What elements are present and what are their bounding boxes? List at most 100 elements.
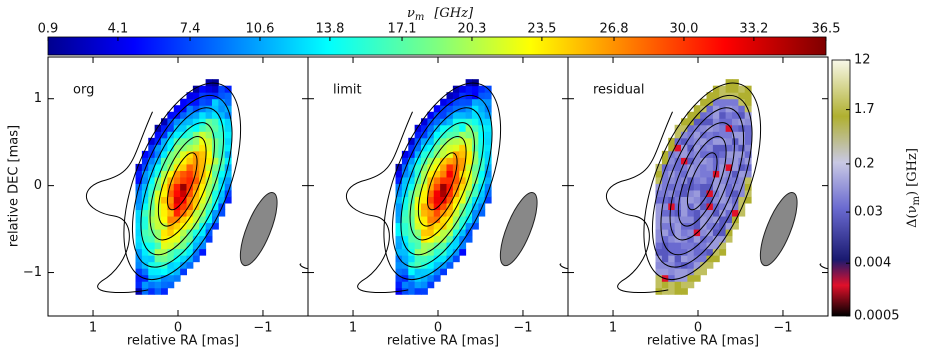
map-pixel — [661, 157, 669, 165]
map-pixel — [484, 183, 492, 191]
map-pixel — [452, 229, 460, 237]
map-pixel — [446, 222, 454, 230]
map-pixel — [719, 242, 727, 250]
map-pixel — [154, 163, 162, 171]
map-pixel — [161, 216, 168, 224]
map-pixel — [211, 111, 219, 119]
map-pixel — [440, 189, 447, 197]
map-pixel — [655, 235, 663, 243]
map-pixel — [433, 268, 441, 276]
map-pixel — [401, 209, 409, 217]
map-pixel — [452, 118, 460, 126]
map-pixel — [465, 124, 473, 132]
map-pixel — [693, 124, 701, 132]
map-pixel — [192, 242, 200, 250]
map-pixel — [173, 268, 181, 276]
map-pixel — [218, 105, 226, 113]
map-pixel — [668, 209, 676, 217]
map-pixel — [731, 92, 739, 100]
map-pixel — [180, 157, 187, 165]
map-pixel — [484, 196, 492, 204]
map-pixel — [199, 183, 207, 191]
map-pixel — [199, 85, 207, 93]
map-pixel — [135, 209, 143, 217]
map-pixel — [719, 157, 727, 165]
x-axis-label: relative RA [mas] — [387, 334, 499, 349]
colorbar-tick-label: 0.2 — [854, 156, 875, 171]
map-pixel — [484, 157, 492, 165]
map-pixel — [135, 196, 143, 204]
map-pixel — [712, 157, 720, 165]
map-pixel — [173, 183, 181, 191]
map-pixel — [167, 235, 175, 243]
map-pixel — [414, 229, 422, 237]
map-pixel — [446, 105, 454, 113]
map-pixel — [738, 157, 746, 165]
map-pixel — [433, 176, 441, 184]
map-pixel — [161, 287, 168, 295]
map-pixel — [186, 150, 194, 158]
map-pixel — [141, 170, 149, 178]
map-pixel — [674, 255, 682, 263]
map-pixel — [199, 124, 207, 132]
map-pixel — [731, 111, 739, 119]
map-pixel — [154, 255, 162, 263]
map-pixel — [478, 137, 486, 145]
map-pixel — [706, 242, 714, 250]
map-pixel — [668, 157, 676, 165]
map-pixel — [414, 274, 422, 282]
map-pixel — [408, 183, 416, 191]
map-pixel — [452, 248, 460, 256]
map-pixel — [141, 255, 149, 263]
map-pixel — [687, 274, 695, 282]
map-pixel — [668, 216, 676, 224]
map-pixel — [725, 157, 733, 165]
map-pixel — [661, 255, 669, 263]
map-pixel — [199, 150, 207, 158]
map-pixel — [446, 183, 454, 191]
map-pixel — [205, 150, 213, 158]
map-pixel — [731, 98, 739, 106]
map-pixel — [218, 85, 226, 93]
map-pixel — [199, 235, 207, 243]
map-pixel — [446, 118, 454, 126]
map-pixel — [471, 170, 479, 178]
label-sub: m — [415, 12, 424, 23]
map-pixel — [661, 268, 669, 276]
map-pixel — [738, 137, 746, 145]
map-pixel — [186, 189, 194, 197]
map-pixel — [173, 216, 181, 224]
map-pixel — [427, 248, 435, 256]
map-pixel — [433, 196, 441, 204]
map-pixel — [712, 189, 720, 197]
map-pixel — [395, 235, 403, 243]
map-pixel — [478, 163, 486, 171]
map-pixel — [725, 124, 733, 132]
map-pixel — [211, 196, 219, 204]
map-pixel — [154, 287, 162, 295]
panel-label: residual — [593, 83, 645, 98]
map-pixel — [401, 255, 409, 263]
map-pixel — [192, 144, 200, 152]
map-pixel — [700, 137, 707, 145]
map-pixel — [186, 183, 194, 191]
map-pixel — [211, 222, 219, 230]
map-pixel — [731, 170, 739, 178]
map-pixel — [738, 150, 746, 158]
map-pixel — [725, 196, 733, 204]
map-pixel — [452, 209, 460, 217]
map-pixel — [731, 85, 739, 93]
map-pixel — [478, 157, 486, 165]
map-pixel — [465, 118, 473, 126]
map-pixel — [693, 105, 701, 113]
map-pixel — [205, 235, 213, 243]
map-pixel — [478, 176, 486, 184]
map-pixel — [167, 131, 175, 139]
map-pixel — [738, 98, 746, 106]
map-pixel — [744, 98, 752, 106]
map-pixel — [154, 216, 162, 224]
map-pixel — [687, 150, 695, 158]
map-pixel — [687, 281, 695, 289]
map-pixel — [674, 176, 682, 184]
map-pixel — [712, 92, 720, 100]
